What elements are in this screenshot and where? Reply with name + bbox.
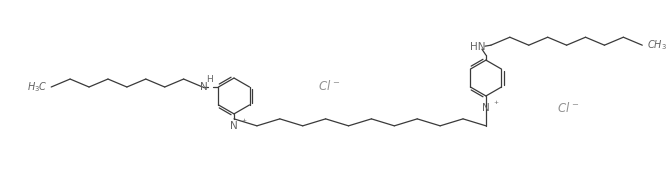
Text: HN: HN — [470, 42, 486, 52]
Text: $^+$: $^+$ — [240, 118, 248, 127]
Text: N: N — [482, 103, 490, 113]
Text: N: N — [200, 82, 208, 92]
Text: $H_3C$: $H_3C$ — [27, 80, 48, 94]
Text: $Cl^-$: $Cl^-$ — [557, 101, 579, 115]
Text: N: N — [230, 121, 238, 131]
Text: $^+$: $^+$ — [492, 100, 500, 109]
Text: $Cl^-$: $Cl^-$ — [318, 79, 340, 93]
Text: H: H — [206, 75, 213, 84]
Text: $CH_3$: $CH_3$ — [647, 38, 667, 52]
